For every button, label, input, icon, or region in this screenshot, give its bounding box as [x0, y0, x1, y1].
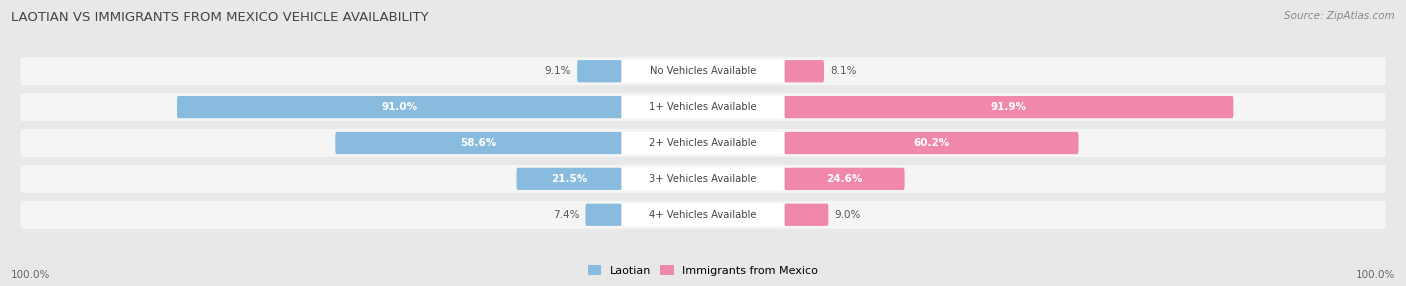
Text: 4+ Vehicles Available: 4+ Vehicles Available	[650, 210, 756, 220]
FancyBboxPatch shape	[20, 201, 1386, 229]
Text: 21.5%: 21.5%	[551, 174, 588, 184]
FancyBboxPatch shape	[785, 204, 828, 226]
FancyBboxPatch shape	[335, 132, 621, 154]
FancyBboxPatch shape	[177, 96, 621, 118]
Text: 24.6%: 24.6%	[827, 174, 863, 184]
Text: 100.0%: 100.0%	[11, 270, 51, 280]
FancyBboxPatch shape	[785, 132, 1078, 154]
Text: 7.4%: 7.4%	[553, 210, 579, 220]
FancyBboxPatch shape	[585, 204, 621, 226]
Legend: Laotian, Immigrants from Mexico: Laotian, Immigrants from Mexico	[583, 261, 823, 280]
Text: No Vehicles Available: No Vehicles Available	[650, 66, 756, 76]
Text: 100.0%: 100.0%	[1355, 270, 1395, 280]
Text: 9.1%: 9.1%	[544, 66, 571, 76]
FancyBboxPatch shape	[621, 60, 785, 83]
Text: 58.6%: 58.6%	[460, 138, 496, 148]
FancyBboxPatch shape	[621, 203, 785, 226]
Text: Source: ZipAtlas.com: Source: ZipAtlas.com	[1284, 11, 1395, 21]
FancyBboxPatch shape	[621, 167, 785, 190]
FancyBboxPatch shape	[785, 60, 824, 82]
Text: 60.2%: 60.2%	[914, 138, 949, 148]
FancyBboxPatch shape	[785, 168, 904, 190]
Text: 91.9%: 91.9%	[991, 102, 1026, 112]
FancyBboxPatch shape	[576, 60, 621, 82]
Text: 8.1%: 8.1%	[831, 66, 856, 76]
FancyBboxPatch shape	[20, 129, 1386, 157]
FancyBboxPatch shape	[20, 57, 1386, 85]
FancyBboxPatch shape	[516, 168, 621, 190]
Text: 91.0%: 91.0%	[381, 102, 418, 112]
FancyBboxPatch shape	[20, 93, 1386, 121]
FancyBboxPatch shape	[621, 96, 785, 119]
Text: 1+ Vehicles Available: 1+ Vehicles Available	[650, 102, 756, 112]
FancyBboxPatch shape	[20, 165, 1386, 193]
FancyBboxPatch shape	[621, 132, 785, 154]
Text: LAOTIAN VS IMMIGRANTS FROM MEXICO VEHICLE AVAILABILITY: LAOTIAN VS IMMIGRANTS FROM MEXICO VEHICL…	[11, 11, 429, 24]
FancyBboxPatch shape	[785, 96, 1233, 118]
Text: 3+ Vehicles Available: 3+ Vehicles Available	[650, 174, 756, 184]
Text: 9.0%: 9.0%	[835, 210, 860, 220]
Text: 2+ Vehicles Available: 2+ Vehicles Available	[650, 138, 756, 148]
